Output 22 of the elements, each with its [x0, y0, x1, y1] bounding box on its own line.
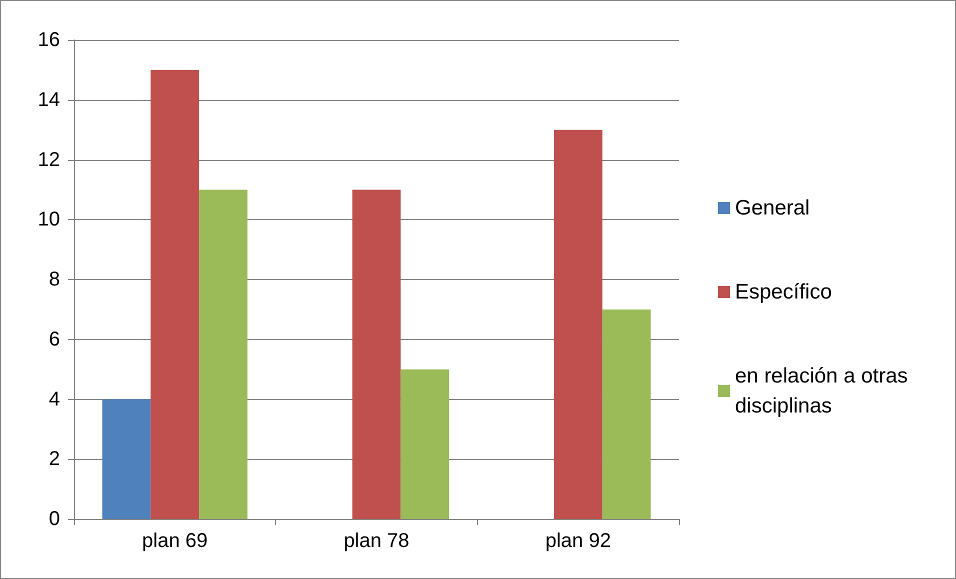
- x-tick-label: plan 92: [545, 530, 611, 552]
- bar: [400, 369, 450, 519]
- bar: [602, 309, 651, 519]
- y-tick-label: 8: [48, 268, 60, 290]
- y-tick-label: 16: [38, 29, 60, 51]
- x-tick-label: plan 69: [142, 530, 208, 552]
- bar: [150, 70, 200, 519]
- y-tick-label: 14: [38, 88, 60, 111]
- y-tick-label: 2: [48, 448, 60, 470]
- legend-label: General: [735, 196, 810, 220]
- bar: [352, 190, 401, 519]
- legend-label: Específico: [735, 280, 832, 304]
- bar: [102, 399, 151, 519]
- y-tick-label: 12: [38, 148, 60, 171]
- y-tick-label: 6: [48, 328, 60, 350]
- y-tick-label: 10: [38, 208, 60, 231]
- bar: [199, 190, 248, 519]
- y-tick-label: 0: [48, 508, 60, 530]
- bar: [554, 130, 602, 519]
- legend-label: en relación a otras disciplinas: [735, 364, 914, 418]
- y-tick-label: 4: [48, 388, 60, 410]
- x-tick-label: plan 78: [344, 530, 410, 552]
